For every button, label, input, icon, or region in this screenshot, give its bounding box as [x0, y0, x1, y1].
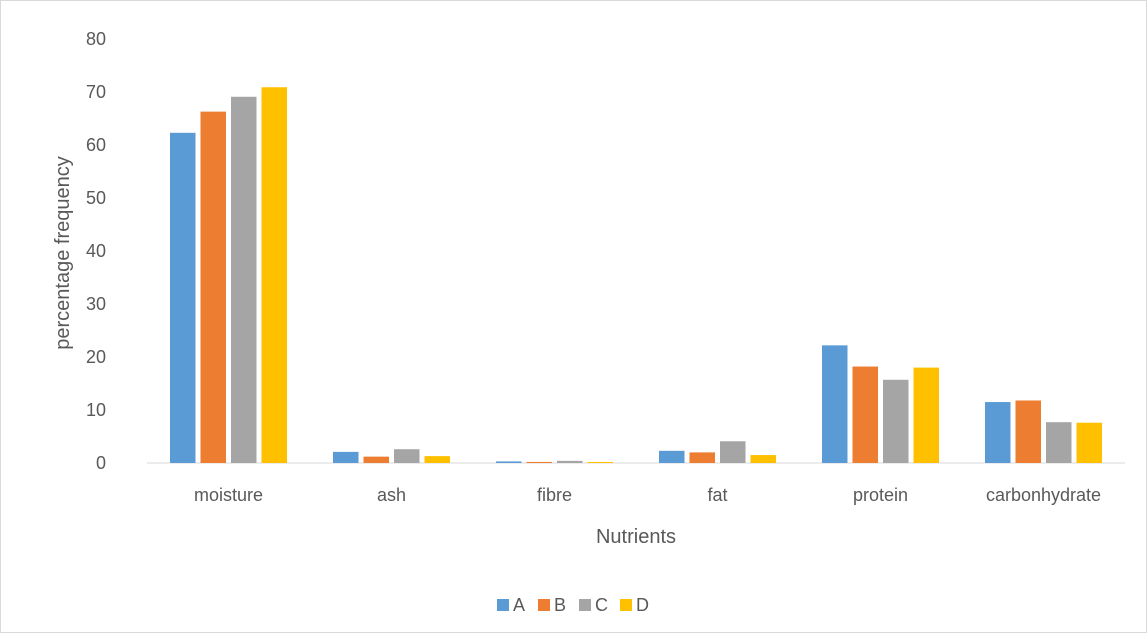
y-tick-label: 20	[86, 347, 106, 367]
y-tick-label: 40	[86, 241, 106, 261]
bar-moisture-B	[200, 111, 226, 464]
category-labels: moisture ash fibre fat protein carbonhydrate	[194, 485, 1101, 505]
y-tick-label: 80	[86, 29, 106, 49]
y-tick-label: 60	[86, 135, 106, 155]
bar-fibre-C	[557, 460, 583, 463]
bar-fat-D	[750, 455, 776, 463]
y-axis-ticks: 0 10 20 30 40 50 60 70 80	[86, 29, 106, 473]
bar-moisture-A	[170, 132, 196, 463]
legend-swatch-C	[579, 599, 591, 611]
bar-protein-C	[883, 379, 909, 463]
bar-ash-C	[394, 449, 420, 463]
bar-fat-A	[659, 450, 685, 463]
bar-fibre-A	[496, 461, 522, 463]
bar-moisture-C	[231, 96, 257, 464]
bar-carbonhydrate-B	[1015, 400, 1041, 463]
legend-label-D: D	[636, 595, 649, 615]
x-axis-title: Nutrients	[596, 526, 676, 548]
bar-protein-D	[913, 367, 939, 463]
bar-ash-D	[424, 456, 450, 463]
legend-label-B: B	[554, 595, 566, 615]
y-tick-label: 50	[86, 188, 106, 208]
bar-moisture-D	[261, 87, 287, 463]
bar-carbonhydrate-A	[985, 402, 1011, 463]
bar-fibre-B	[526, 461, 552, 463]
bar-protein-B	[852, 366, 878, 463]
x-tick-label: fibre	[537, 485, 572, 505]
y-tick-label: 70	[86, 82, 106, 102]
bar-ash-B	[363, 456, 389, 463]
x-tick-label: carbonhydrate	[986, 485, 1101, 505]
x-tick-label: protein	[853, 485, 908, 505]
legend-swatch-A	[497, 599, 509, 611]
bar-fat-B	[689, 452, 715, 463]
legend: A B C D	[497, 595, 649, 615]
bar-fat-C	[720, 441, 746, 463]
y-tick-label: 30	[86, 294, 106, 314]
bar-fibre-D	[587, 461, 613, 463]
bar-carbonhydrate-C	[1046, 422, 1072, 463]
legend-label-C: C	[595, 595, 608, 615]
legend-swatch-B	[538, 599, 550, 611]
x-tick-label: moisture	[194, 485, 263, 505]
y-tick-label: 10	[86, 400, 106, 420]
y-axis-title: percentage frequency	[52, 156, 74, 349]
x-tick-label: fat	[707, 485, 727, 505]
x-tick-label: ash	[377, 485, 406, 505]
bars	[170, 87, 1102, 464]
bar-protein-A	[822, 345, 848, 463]
bar-carbonhydrate-D	[1076, 422, 1102, 463]
legend-label-A: A	[513, 595, 525, 615]
bar-ash-A	[333, 451, 359, 463]
legend-swatch-D	[620, 599, 632, 611]
y-tick-label: 0	[96, 453, 106, 473]
